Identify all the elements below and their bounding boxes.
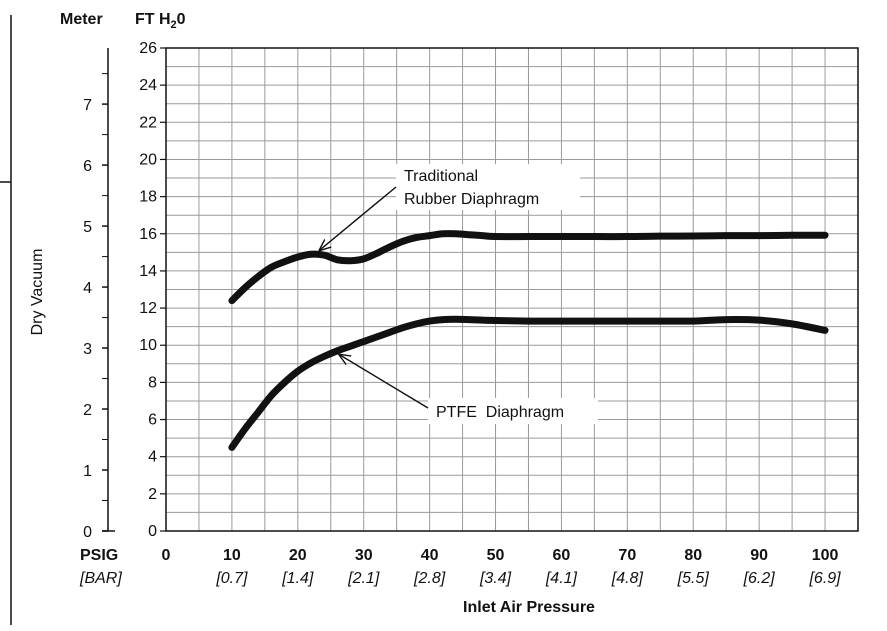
x-bar-tick-label: [0.7] xyxy=(215,570,248,587)
right-axis-unit-main: FT H xyxy=(135,11,171,28)
meter-tick-label: 1 xyxy=(83,463,92,480)
x-bar-tick-label: [6.2] xyxy=(743,570,776,587)
x-tick-label: 100 xyxy=(812,547,839,564)
annotation-ptfe-arrow xyxy=(339,355,429,409)
ft-tick-label: 20 xyxy=(139,151,157,168)
x-bar-tick-label: [6.9] xyxy=(808,570,841,587)
ft-tick-label: 0 xyxy=(148,523,157,540)
ft-tick-label: 16 xyxy=(139,226,157,243)
meter-tick-label: 6 xyxy=(83,158,92,175)
ft-tick-label: 14 xyxy=(139,263,157,280)
annotation-ptfe-background xyxy=(428,398,598,424)
x-tick-label: 10 xyxy=(223,547,241,564)
ft-tick-label: 10 xyxy=(139,337,157,354)
ft-tick-label: 26 xyxy=(139,40,157,57)
x-bar-unit-label: [BAR] xyxy=(79,570,122,587)
x-bar-tick-label: [5.5] xyxy=(677,570,710,587)
ft-tick-label: 2 xyxy=(148,486,157,503)
ft-tick-label: 8 xyxy=(148,374,157,391)
x-bar-tick-label: [3.4] xyxy=(479,570,512,587)
x-bar-tick-label: [4.1] xyxy=(545,570,578,587)
x-tick-label: 80 xyxy=(684,547,702,564)
ft-tick-label: 12 xyxy=(139,300,157,317)
series-line-rubber-diaphragm xyxy=(228,230,829,305)
meter-tick-label: 3 xyxy=(83,341,92,358)
annotation-rubber-label-line1: Traditional xyxy=(404,168,478,185)
right-axis-unit-end: 0 xyxy=(177,11,186,28)
x-tick-label: 30 xyxy=(355,547,373,564)
x-tick-label: 40 xyxy=(421,547,439,564)
meter-tick-label: 5 xyxy=(83,219,92,236)
meter-tick-label: 2 xyxy=(83,402,92,419)
plot-frame xyxy=(165,47,859,532)
annotations: Traditional Rubber Diaphragm PTFE Diaphrag… xyxy=(320,164,598,424)
meter-tick-label: 0 xyxy=(83,524,92,541)
ft-tick-label: 22 xyxy=(139,114,157,131)
x-tick-label: 70 xyxy=(618,547,636,564)
x-tick-label: 90 xyxy=(750,547,768,564)
series-lines xyxy=(228,230,829,451)
ft-tick-label: 18 xyxy=(139,189,157,206)
x-tick-label: 50 xyxy=(487,547,505,564)
x-bar-tick-label: [2.1] xyxy=(347,570,380,587)
x-tick-label: 0 xyxy=(162,547,171,564)
left-axis-unit: Meter xyxy=(60,11,103,28)
ft-tick-label: 24 xyxy=(139,77,157,94)
axes xyxy=(102,47,859,532)
x-bar-tick-label: [2.8] xyxy=(413,570,446,587)
x-tick-label: 60 xyxy=(553,547,571,564)
annotation-ptfe-label: PTFE Diaphragm xyxy=(436,404,564,421)
y-axis-label: Dry Vacuum xyxy=(29,249,46,336)
ft-tick-label: 6 xyxy=(148,412,157,429)
meter-tick-label: 4 xyxy=(83,280,92,297)
x-unit-label: PSIG xyxy=(80,547,118,564)
right-axis-unit-sub: 2 xyxy=(171,19,177,31)
annotation-rubber-arrow xyxy=(320,186,397,250)
grid xyxy=(165,47,859,532)
x-bar-tick-label: [4.8] xyxy=(611,570,644,587)
x-axis-label: Inlet Air Pressure xyxy=(463,599,595,616)
annotation-rubber-label-line2: Rubber Diaphragm xyxy=(404,191,539,208)
annotation-rubber-background xyxy=(396,164,580,210)
x-bar-tick-label: [1.4] xyxy=(281,570,314,587)
x-tick-label: 20 xyxy=(289,547,307,564)
ft-tick-label: 4 xyxy=(148,449,157,466)
right-axis-unit: FT H20 xyxy=(135,11,186,31)
meter-tick-label: 7 xyxy=(83,97,92,114)
series-line-ptfe-diaphragm xyxy=(228,315,829,451)
